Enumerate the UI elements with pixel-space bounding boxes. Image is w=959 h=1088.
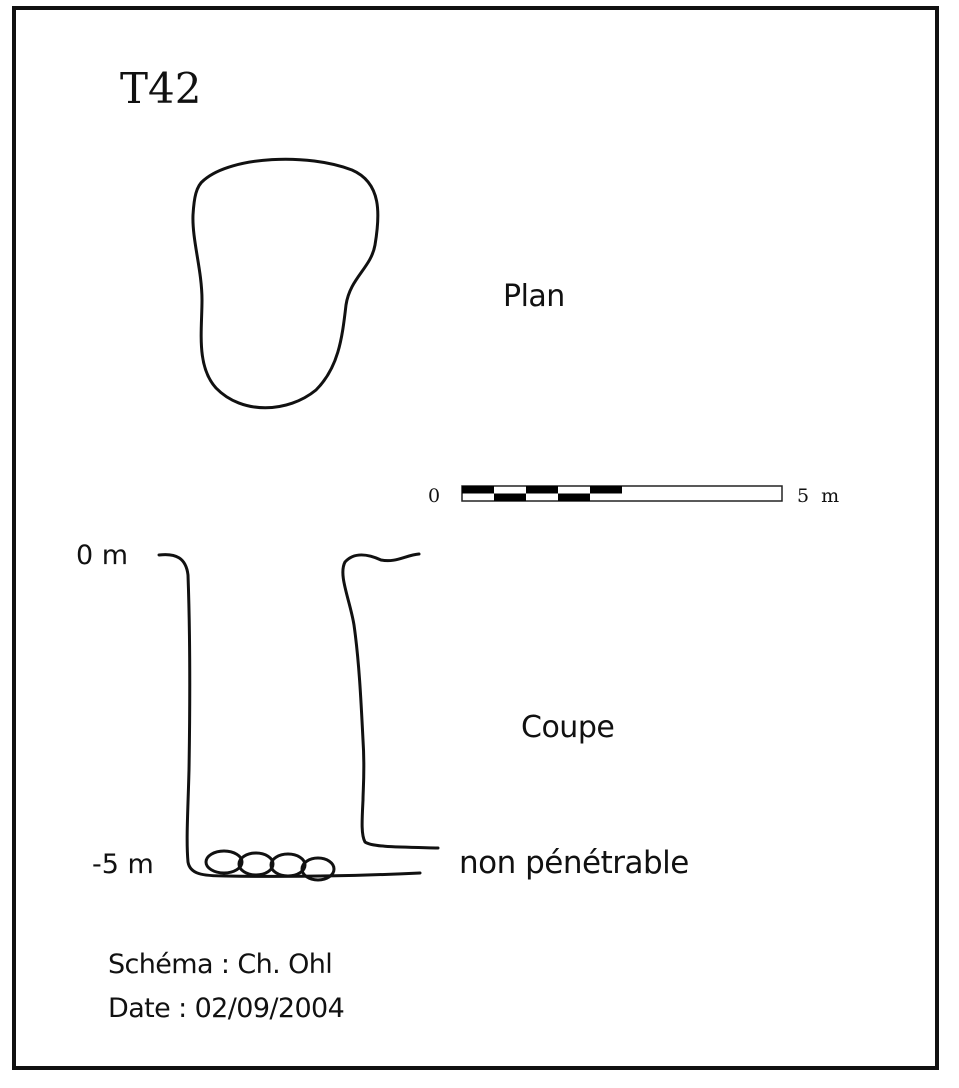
scale-bar-segment — [462, 486, 494, 494]
scale-bar — [461, 485, 783, 502]
depth-top-label: 0 m — [76, 540, 129, 571]
plan-view-label: Plan — [503, 279, 565, 314]
section-right-wall — [341, 552, 440, 850]
scale-bar-segments — [462, 486, 622, 501]
plan-outline — [191, 157, 380, 410]
bottom-note-label: non pénétrable — [459, 845, 689, 881]
cave-survey-drawing — [157, 157, 783, 882]
diagram-frame: T42 Plan 0 5 m 0 m -5 m Coupe non pénétr… — [12, 6, 939, 1070]
scale-bar-segment — [590, 486, 622, 494]
survey-date: Date : 02/09/2004 — [108, 993, 345, 1024]
cave-id-title: T42 — [120, 64, 202, 113]
scale-bar-segment — [526, 486, 558, 494]
boulder — [300, 856, 336, 882]
depth-bottom-label: -5 m — [92, 849, 154, 880]
boulder — [269, 852, 307, 878]
boulder-fill — [204, 849, 336, 882]
author-credit: Schéma : Ch. Ohl — [108, 949, 333, 980]
scale-min-label: 0 — [428, 485, 441, 507]
scale-bar-segment — [494, 493, 526, 501]
boulder — [237, 851, 275, 877]
section-view-label: Coupe — [521, 710, 615, 745]
scale-bar-segment — [558, 493, 590, 501]
boulder — [204, 849, 244, 875]
scale-max-label: 5 m — [797, 485, 843, 507]
section-left-wall — [157, 553, 422, 878]
